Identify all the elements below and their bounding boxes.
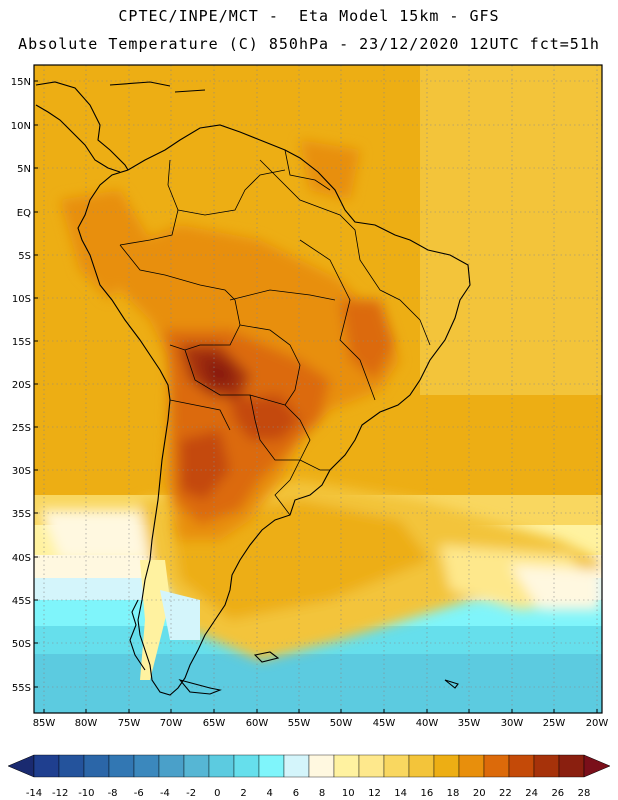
colorbar-label: -10 xyxy=(78,788,94,799)
colorbar-label: 18 xyxy=(447,788,460,799)
colorbar-swatch xyxy=(383,754,410,778)
colorbar-label: 12 xyxy=(368,788,381,799)
colorbar-label: 16 xyxy=(420,788,433,799)
colorbar-label: -8 xyxy=(108,788,118,799)
colorbar-swatch xyxy=(133,754,160,778)
lon-label: 50W xyxy=(330,718,353,729)
lon-label: 40W xyxy=(416,718,439,729)
colorbar-swatch xyxy=(33,754,60,778)
lat-label: 5S xyxy=(18,251,31,262)
lon-label: 85W xyxy=(33,718,56,729)
lon-label: 45W xyxy=(373,718,396,729)
longitude-labels: 85W 80W 75W 70W 65W 60W 55W 50W 45W 40W … xyxy=(33,718,609,729)
colorbar-label: 20 xyxy=(473,788,486,799)
lat-label: EQ xyxy=(17,208,31,219)
colorbar-label: -14 xyxy=(26,788,42,799)
colorbar-label: 22 xyxy=(499,788,512,799)
lat-label: 35S xyxy=(12,509,31,520)
colorbar-swatch xyxy=(433,754,460,778)
colorbar-label: 26 xyxy=(551,788,564,799)
lon-label: 60W xyxy=(246,718,269,729)
colorbar-swatch xyxy=(108,754,135,778)
colorbar-swatch xyxy=(283,754,310,778)
lon-label: 70W xyxy=(160,718,183,729)
colorbar-label: 4 xyxy=(267,788,273,799)
colorbar-label: -4 xyxy=(160,788,170,799)
lon-label: 25W xyxy=(543,718,566,729)
lat-label: 25S xyxy=(12,423,31,434)
lat-label: 10S xyxy=(12,294,31,305)
lat-label: 15N xyxy=(11,77,31,88)
lon-label: 80W xyxy=(75,718,98,729)
colorbar-label: 28 xyxy=(578,788,591,799)
colorbar-swatch xyxy=(333,754,360,778)
title-line-2: Absolute Temperature (C) 850hPa - 23/12/… xyxy=(18,35,600,53)
lon-label: 35W xyxy=(458,718,481,729)
coastlines xyxy=(35,81,471,696)
country-borders xyxy=(119,149,431,516)
title-line-1: CPTEC/INPE/MCT - Eta Model 15km - GFS xyxy=(118,7,500,25)
lat-lon-grid xyxy=(34,65,602,713)
lat-label: 40S xyxy=(12,553,31,564)
colorbar-swatch xyxy=(358,754,385,778)
lon-label: 55W xyxy=(288,718,311,729)
colorbar-swatch xyxy=(208,754,235,778)
colorbar-right-arrow xyxy=(583,754,611,778)
lat-label: 5N xyxy=(17,164,31,175)
colorbar-label: 6 xyxy=(293,788,299,799)
lon-label: 65W xyxy=(203,718,226,729)
colorbar-swatch xyxy=(533,754,560,778)
lon-label: 75W xyxy=(118,718,141,729)
lat-label: 50S xyxy=(12,639,31,650)
colorbar-label: 8 xyxy=(319,788,325,799)
lat-label: 45S xyxy=(12,596,31,607)
colorbar-label: 2 xyxy=(240,788,246,799)
axis-ticks xyxy=(34,80,598,713)
colorbar-label: -2 xyxy=(186,788,196,799)
lat-label: 20S xyxy=(12,380,31,391)
temperature-field xyxy=(34,65,602,713)
colorbar-swatch xyxy=(558,754,585,778)
colorbar-swatch xyxy=(158,754,185,778)
colorbar-swatch xyxy=(458,754,485,778)
colorbar-swatch xyxy=(308,754,335,778)
lat-label: 15S xyxy=(12,337,31,348)
colorbar-label: -6 xyxy=(134,788,144,799)
colorbar: -14 -12 -10 -8 -6 -4 -2 0 2 4 6 8 10 12 14 16 18 20 22 24 26… xyxy=(7,754,611,799)
colorbar-swatch xyxy=(408,754,435,778)
colorbar-label: 24 xyxy=(525,788,538,799)
colorbar-left-arrow xyxy=(7,754,35,778)
latitude-labels: 15N 10N 5N EQ 5S 10S 15S 20S 25S 30S 35S… xyxy=(11,77,31,694)
colorbar-swatch xyxy=(508,754,535,778)
colorbar-swatch xyxy=(258,754,285,778)
lon-label: 30W xyxy=(501,718,524,729)
colorbar-swatch xyxy=(83,754,110,778)
lat-label: 10N xyxy=(11,121,31,132)
colorbar-swatch xyxy=(58,754,85,778)
colorbar-label: 10 xyxy=(342,788,355,799)
colorbar-swatch xyxy=(233,754,260,778)
colorbar-label: 14 xyxy=(394,788,407,799)
lat-label: 55S xyxy=(12,683,31,694)
colorbar-label: 0 xyxy=(214,788,220,799)
colorbar-label: -12 xyxy=(52,788,68,799)
lon-label: 20W xyxy=(586,718,609,729)
colorbar-swatch xyxy=(183,754,210,778)
colorbar-swatch xyxy=(483,754,510,778)
lat-label: 30S xyxy=(12,466,31,477)
